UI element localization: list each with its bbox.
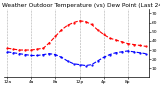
Title: Milwaukee Weather Outdoor Temperature (vs) Dew Point (Last 24 Hours): Milwaukee Weather Outdoor Temperature (v… bbox=[0, 3, 160, 8]
